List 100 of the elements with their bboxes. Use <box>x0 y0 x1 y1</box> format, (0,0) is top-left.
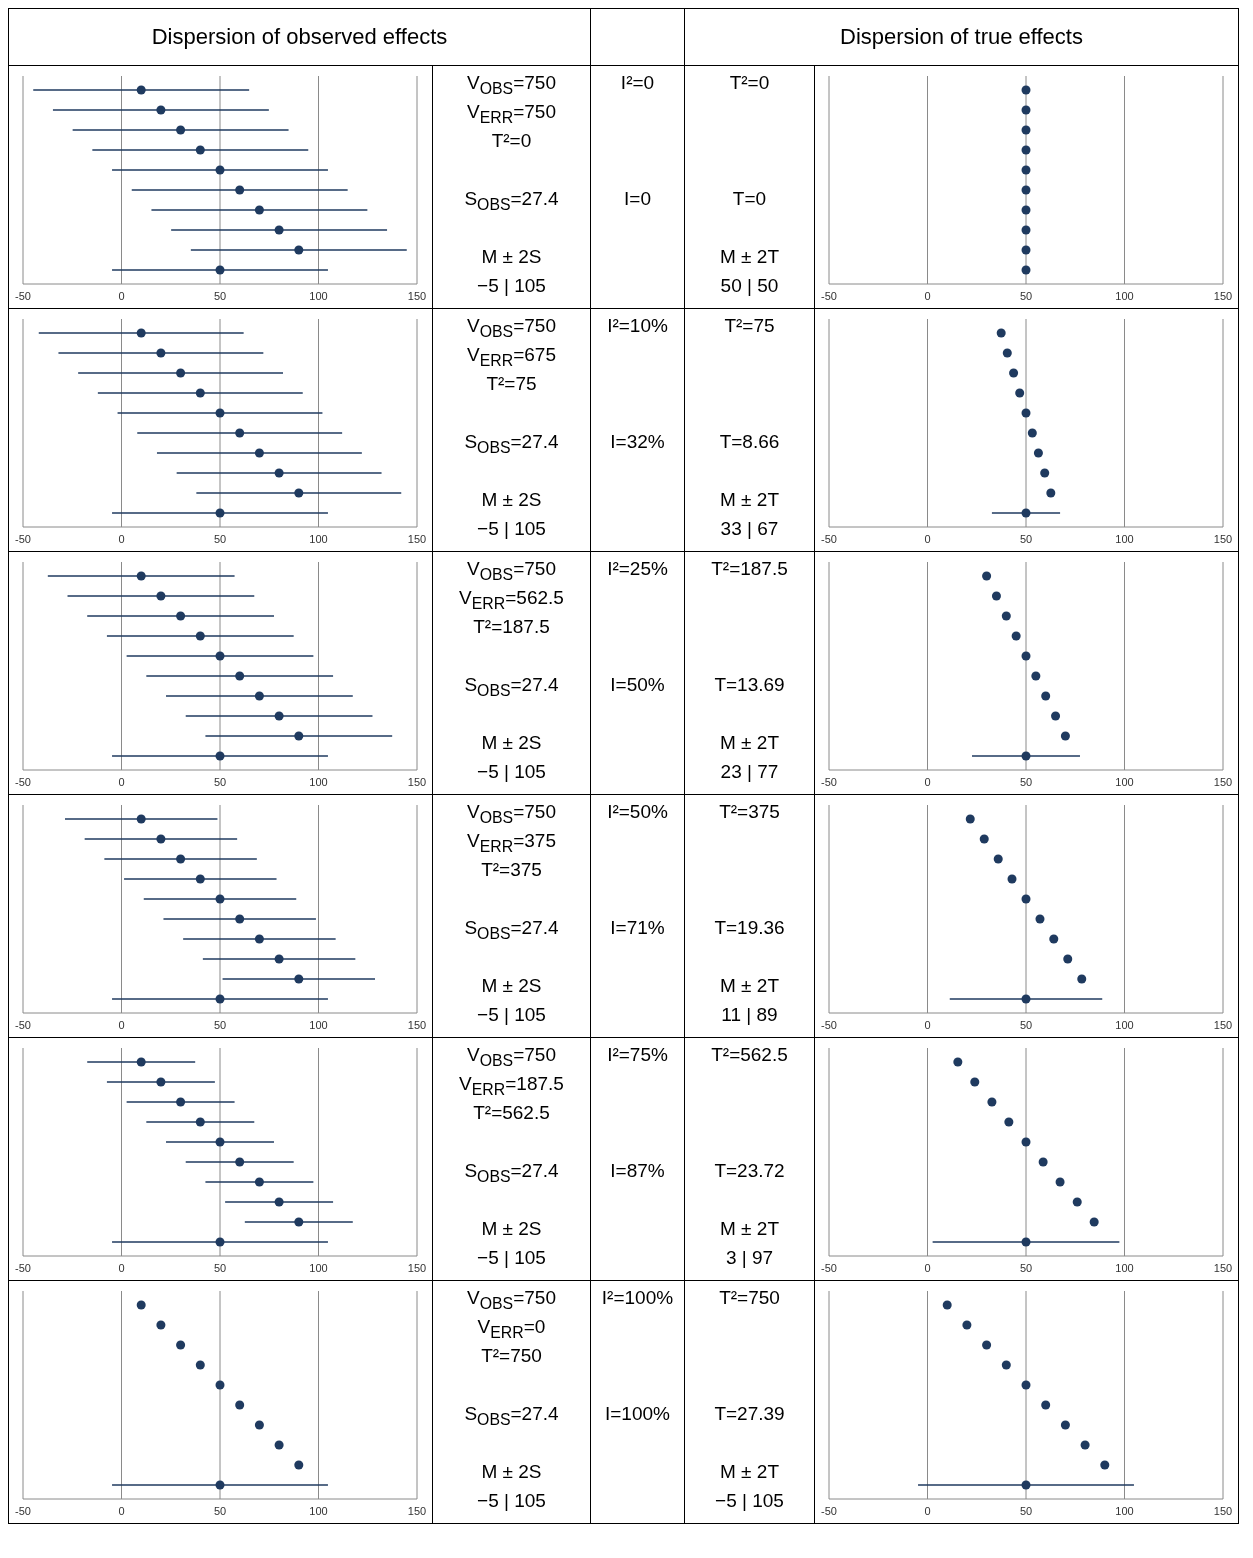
point <box>195 874 205 884</box>
text: I=32% <box>609 431 666 453</box>
text: T²=0 <box>490 130 533 152</box>
text: T=13.69 <box>713 674 786 696</box>
text: V$_{OBS}$=750 <box>466 72 557 98</box>
x-tick-label: 0 <box>924 1261 931 1274</box>
point <box>235 914 245 924</box>
point <box>1072 1197 1082 1207</box>
text: T²=562.5 <box>472 1102 551 1124</box>
point <box>1031 671 1041 681</box>
point <box>1038 1157 1048 1167</box>
point <box>942 1300 952 1310</box>
point <box>176 125 186 135</box>
point <box>294 974 304 984</box>
text: T²=375 <box>480 859 543 881</box>
x-tick-label: 100 <box>309 289 328 302</box>
point <box>1007 874 1017 884</box>
text: I²=0 <box>619 72 656 94</box>
text: M ± 2T <box>719 1218 780 1240</box>
x-tick-label: 0 <box>118 775 125 788</box>
point <box>1021 751 1031 761</box>
point <box>1041 1400 1051 1410</box>
text: M ± 2T <box>719 489 780 511</box>
text: I=87% <box>609 1160 666 1182</box>
point <box>1060 731 1070 741</box>
text: −5 | 105 <box>476 761 547 783</box>
text: T²=0 <box>728 72 771 94</box>
text: T²=562.5 <box>710 1044 789 1066</box>
point <box>215 508 225 518</box>
point <box>1063 954 1073 964</box>
text: T²=750 <box>480 1345 543 1367</box>
text: T²=75 <box>485 373 538 395</box>
point <box>176 854 186 864</box>
text: T=19.36 <box>713 917 786 939</box>
text: T²=375 <box>718 801 781 823</box>
point <box>1002 348 1012 358</box>
point <box>215 265 225 275</box>
x-tick-label: 100 <box>309 532 328 545</box>
point <box>1021 508 1031 518</box>
point <box>1100 1460 1110 1470</box>
text: −5 | 105 <box>476 1247 547 1269</box>
point <box>254 934 264 944</box>
point <box>215 894 225 904</box>
point <box>1077 974 1087 984</box>
text: M ± 2T <box>719 246 780 268</box>
point <box>1015 388 1025 398</box>
point <box>982 571 992 581</box>
x-tick-label: 0 <box>924 1018 931 1031</box>
point <box>156 348 166 358</box>
x-tick-label: 100 <box>1115 1504 1134 1517</box>
x-tick-label: 150 <box>407 289 427 302</box>
x-tick-label: -50 <box>15 289 31 302</box>
point <box>176 368 186 378</box>
point <box>1021 1137 1031 1147</box>
point <box>215 751 225 761</box>
x-tick-label: 0 <box>118 289 125 302</box>
text: M ± 2T <box>719 732 780 754</box>
text: S$_{OBS}$=27.4 <box>463 431 560 457</box>
text: M ± 2S <box>480 975 543 997</box>
x-tick-label: 150 <box>1213 1261 1233 1274</box>
point <box>274 1440 284 1450</box>
x-tick-label: 0 <box>118 1504 125 1517</box>
text: 23 | 77 <box>719 761 780 783</box>
point <box>156 1320 166 1330</box>
x-tick-label: 150 <box>1213 289 1233 302</box>
x-tick-label: 50 <box>1019 1018 1033 1031</box>
text: V$_{ERR}$=187.5 <box>458 1073 565 1099</box>
x-tick-label: 100 <box>1115 532 1134 545</box>
x-tick-label: -50 <box>15 1261 31 1274</box>
text: I=71% <box>609 917 666 939</box>
point <box>1035 914 1045 924</box>
point <box>156 105 166 115</box>
text: M ± 2T <box>719 975 780 997</box>
x-tick-label: -50 <box>15 1504 31 1517</box>
point <box>1021 408 1031 418</box>
point <box>1001 611 1011 621</box>
point <box>294 1217 304 1227</box>
point <box>195 1360 205 1370</box>
point <box>1089 1217 1099 1227</box>
point <box>215 1237 225 1247</box>
point <box>294 488 304 498</box>
x-tick-label: 50 <box>213 532 227 545</box>
point <box>1001 1360 1011 1370</box>
point <box>195 388 205 398</box>
text: I²=10% <box>606 315 669 337</box>
text: T=0 <box>731 188 768 210</box>
point <box>254 691 264 701</box>
point <box>1060 1420 1070 1430</box>
point <box>982 1340 992 1350</box>
x-tick-label: 100 <box>1115 289 1134 302</box>
x-tick-label: 100 <box>309 1261 328 1274</box>
point <box>1055 1177 1065 1187</box>
x-tick-label: 150 <box>1213 775 1233 788</box>
text: S$_{OBS}$=27.4 <box>463 917 560 943</box>
text: V$_{OBS}$=750 <box>466 1287 557 1313</box>
x-tick-label: 0 <box>924 775 931 788</box>
x-tick-label: 0 <box>118 1261 125 1274</box>
point <box>1021 894 1031 904</box>
text: I=0 <box>623 188 652 210</box>
text: S$_{OBS}$=27.4 <box>463 1160 560 1186</box>
